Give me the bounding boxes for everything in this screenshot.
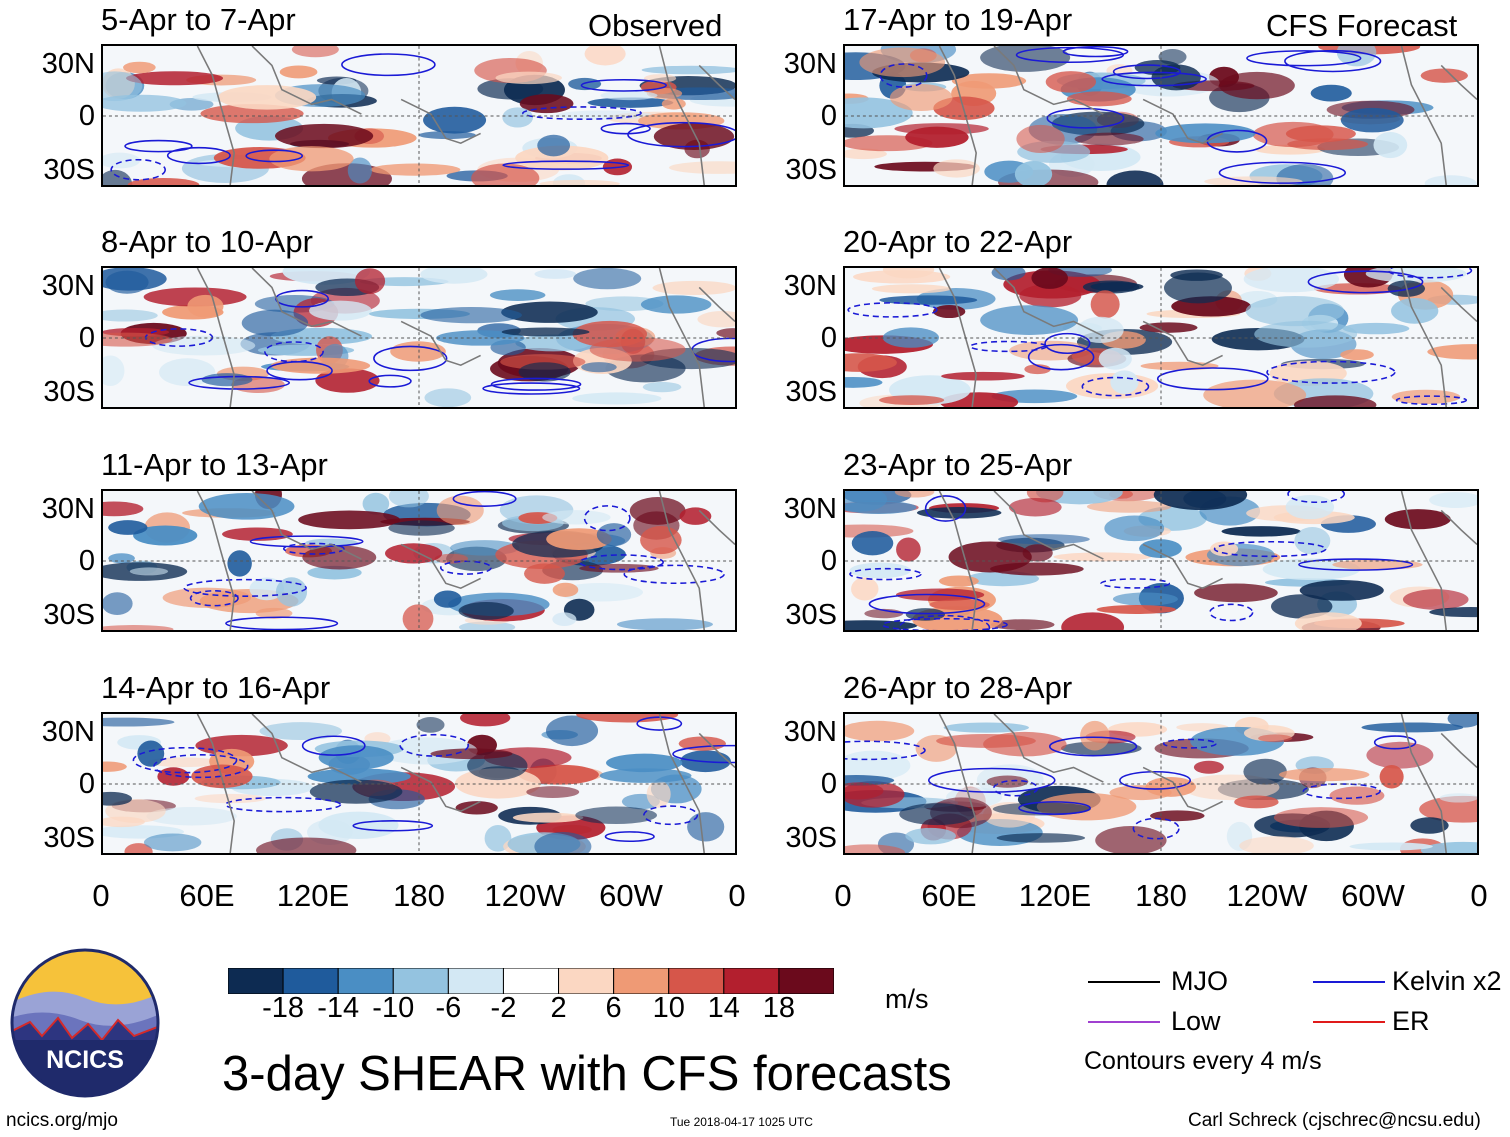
panel-title: 14-Apr to 16-Apr xyxy=(101,670,331,705)
colorbar-tick-label: 18 xyxy=(762,992,796,1024)
latitude-tick-label: 30N xyxy=(783,270,837,302)
panel-title: 11-Apr to 13-Apr xyxy=(101,447,328,482)
latitude-tick-label: 0 xyxy=(78,100,95,132)
latitude-tick-label: 30N xyxy=(783,493,837,525)
contour-interval-note: Contours every 4 m/s xyxy=(1084,1047,1322,1075)
latitude-tick-label: 30S xyxy=(43,376,95,408)
colorbar-tick-label: 6 xyxy=(605,992,622,1024)
latitude-tick-label: 30S xyxy=(785,376,837,408)
latitude-tick-label: 30S xyxy=(785,599,837,631)
shear-map-panel xyxy=(843,712,1479,855)
longitude-tick-label: 120W xyxy=(1226,878,1308,913)
shear-map-panel xyxy=(101,712,737,855)
panel-title: 17-Apr to 19-Apr xyxy=(843,2,1073,37)
longitude-tick-label: 60W xyxy=(1341,878,1405,913)
colorbar-units: m/s xyxy=(885,984,929,1014)
longitude-tick-label: 0 xyxy=(834,878,852,913)
colorbar-tick-label: -6 xyxy=(435,992,462,1024)
latitude-tick-label: 0 xyxy=(78,768,95,800)
latitude-tick-label: 0 xyxy=(78,545,95,577)
observed-column-label: Observed xyxy=(588,8,723,43)
colorbar-tick-label: -10 xyxy=(372,992,415,1024)
longitude-tick-label: 120W xyxy=(484,878,566,913)
colorbar-tick-label: 14 xyxy=(707,992,740,1024)
colorbar-tick-label: 10 xyxy=(652,992,685,1024)
longitude-tick-label: 0 xyxy=(728,878,746,913)
shear-map-panel xyxy=(101,266,737,409)
legend-mjo-line xyxy=(1088,981,1160,983)
latitude-tick-label: 30S xyxy=(785,154,837,186)
latitude-tick-label: 0 xyxy=(820,322,837,354)
colorbar-swatch xyxy=(778,968,834,994)
longitude-tick-label: 60W xyxy=(599,878,663,913)
panel-title: 23-Apr to 25-Apr xyxy=(843,447,1073,482)
latitude-tick-label: 0 xyxy=(820,768,837,800)
shear-map-panel xyxy=(843,489,1479,632)
legend-er-label: ER xyxy=(1392,1006,1430,1036)
colorbar-tick-label: 2 xyxy=(550,992,567,1024)
latitude-tick-label: 0 xyxy=(820,100,837,132)
colorbar-swatch xyxy=(723,968,780,994)
longitude-tick-label: 0 xyxy=(1470,878,1488,913)
colorbar-swatch xyxy=(447,968,504,994)
panel-title: 20-Apr to 22-Apr xyxy=(843,224,1073,259)
shear-map-panel xyxy=(843,266,1479,409)
colorbar-swatch xyxy=(668,968,725,994)
latitude-tick-label: 30N xyxy=(41,48,95,80)
latitude-tick-label: 30N xyxy=(41,270,95,302)
forecast-column-label: CFS Forecast xyxy=(1266,8,1458,43)
colorbar-swatch xyxy=(392,968,449,994)
longitude-tick-label: 0 xyxy=(92,878,110,913)
panel-title: 5-Apr to 7-Apr xyxy=(101,2,296,37)
colorbar-swatch xyxy=(558,968,615,994)
legend-kelvin-line xyxy=(1313,981,1385,983)
longitude-tick-label: 120E xyxy=(276,878,350,913)
longitude-tick-label: 60E xyxy=(179,878,235,913)
latitude-tick-label: 30N xyxy=(783,716,837,748)
latitude-tick-label: 0 xyxy=(78,322,95,354)
colorbar-swatch xyxy=(282,968,339,994)
colorbar xyxy=(228,968,834,994)
latitude-tick-label: 30S xyxy=(43,822,95,854)
footer-website: ncics.org/mjo xyxy=(6,1110,118,1131)
longitude-tick-label: 120E xyxy=(1018,878,1092,913)
panel-title: 26-Apr to 28-Apr xyxy=(843,670,1073,705)
latitude-tick-label: 30N xyxy=(783,48,837,80)
shear-map-panel xyxy=(843,44,1479,187)
latitude-tick-label: 30S xyxy=(785,822,837,854)
legend-low-label: Low xyxy=(1171,1006,1221,1036)
footer-author: Carl Schreck (cjschrec@ncsu.edu) xyxy=(1188,1110,1481,1131)
legend-low-line xyxy=(1088,1021,1160,1023)
ncics-logo: NCICS xyxy=(10,948,160,1098)
longitude-tick-label: 180 xyxy=(393,878,445,913)
footer-timestamp: Tue 2018-04-17 1025 UTC xyxy=(670,1115,813,1129)
longitude-tick-label: 180 xyxy=(1135,878,1187,913)
longitude-tick-label: 60E xyxy=(921,878,977,913)
colorbar-swatch xyxy=(613,968,670,994)
colorbar-swatch xyxy=(502,968,560,994)
colorbar-tick-label: -14 xyxy=(317,992,360,1024)
latitude-tick-label: 30N xyxy=(41,493,95,525)
legend-mjo-label: MJO xyxy=(1171,966,1228,996)
colorbar-swatch xyxy=(337,968,394,994)
latitude-tick-label: 0 xyxy=(820,545,837,577)
shear-map-panel xyxy=(101,489,737,632)
latitude-tick-label: 30S xyxy=(43,154,95,186)
shear-map-panel xyxy=(101,44,737,187)
latitude-tick-label: 30N xyxy=(41,716,95,748)
panel-title: 8-Apr to 10-Apr xyxy=(101,224,313,259)
latitude-tick-label: 30S xyxy=(43,599,95,631)
main-title: 3-day SHEAR with CFS forecasts xyxy=(222,1047,952,1101)
colorbar-tick-label: -18 xyxy=(262,992,305,1024)
colorbar-tick-label: -2 xyxy=(490,992,517,1024)
legend-kelvin-label: Kelvin x2 xyxy=(1392,966,1502,996)
legend-er-line xyxy=(1313,1021,1385,1023)
logo-text: NCICS xyxy=(46,1046,124,1074)
colorbar-swatch xyxy=(228,968,284,994)
